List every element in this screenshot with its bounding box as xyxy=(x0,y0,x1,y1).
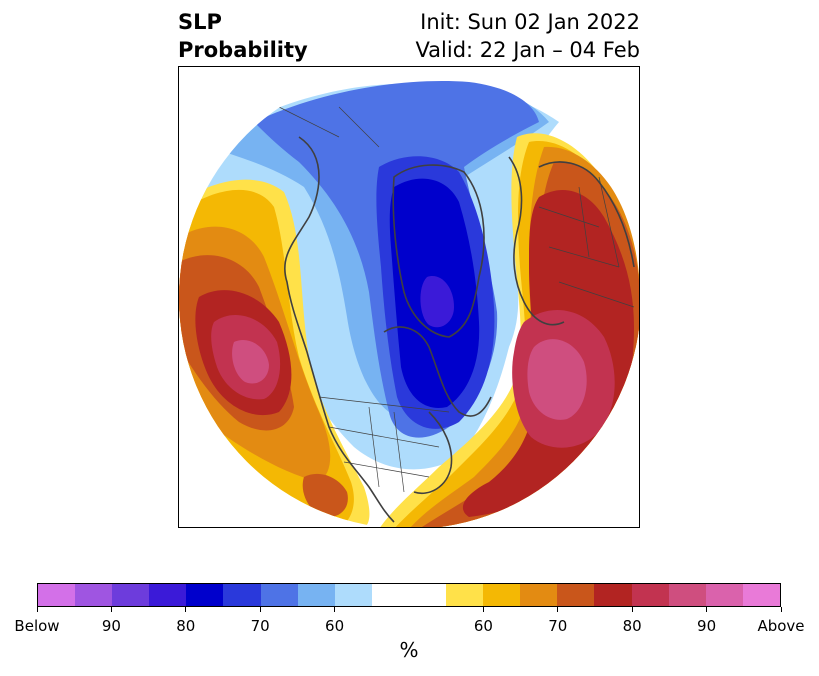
colorbar-unit-label: % xyxy=(399,638,419,662)
colorbar-tick-label: 70 xyxy=(250,617,270,635)
colorbar xyxy=(37,583,781,607)
above-85-west xyxy=(232,339,269,384)
probability-map xyxy=(179,67,639,527)
colorbar-segment xyxy=(483,584,521,606)
colorbar-tick-label: 90 xyxy=(101,617,121,635)
colorbar-segment xyxy=(520,584,558,606)
colorbar-tick-mark xyxy=(185,607,187,612)
colorbar-segment xyxy=(446,584,484,606)
colorbar-segment xyxy=(149,584,187,606)
colorbar-segment xyxy=(371,584,409,606)
colorbar-segment xyxy=(705,584,743,606)
colorbar-segment xyxy=(223,584,261,606)
colorbar-segment xyxy=(297,584,335,606)
title-product: Probability xyxy=(178,38,308,62)
title-variable: SLP xyxy=(178,10,222,34)
colorbar-tick-mark xyxy=(110,607,112,612)
above-85-east xyxy=(527,339,587,420)
colorbar-tick-label: 80 xyxy=(176,617,196,635)
colorbar-segment xyxy=(38,584,76,606)
colorbar-tick-label: 60 xyxy=(473,617,493,635)
colorbar-tick-label: Above xyxy=(757,617,805,635)
coastlines xyxy=(284,136,635,523)
colorbar-tick-mark xyxy=(259,607,261,612)
colorbar-tick-mark xyxy=(334,607,336,612)
colorbar-tick-mark xyxy=(706,607,708,612)
colorbar-segment xyxy=(186,584,224,606)
colorbar-tick-label: 60 xyxy=(325,617,345,635)
chart-title-left: SLP Probability xyxy=(178,8,308,64)
above-70-southwest xyxy=(302,473,348,518)
colorbar-tick-label: Below xyxy=(14,617,60,635)
country-borders xyxy=(278,106,635,493)
colorbar-tick-mark xyxy=(482,607,484,612)
colorbar-segment xyxy=(742,584,780,606)
colorbar-segment xyxy=(334,584,372,606)
colorbar-tick-label: 90 xyxy=(697,617,717,635)
colorbar-segment xyxy=(75,584,113,606)
colorbar-tick-label: 70 xyxy=(548,617,568,635)
colorbar-segment xyxy=(260,584,298,606)
colorbar-segment xyxy=(594,584,632,606)
colorbar-tick-mark xyxy=(780,607,782,612)
map-panel xyxy=(178,66,640,528)
colorbar-tick-mark xyxy=(631,607,633,612)
below-85-zone xyxy=(420,276,454,328)
chart-title-right: Init: Sun 02 Jan 2022 Valid: 22 Jan – 04… xyxy=(415,8,640,64)
colorbar-segment xyxy=(408,584,447,606)
valid-period: Valid: 22 Jan – 04 Feb xyxy=(415,38,640,62)
colorbar-segment xyxy=(557,584,595,606)
colorbar-tick-mark xyxy=(36,607,38,612)
colorbar-tick-mark xyxy=(557,607,559,612)
colorbar-segment xyxy=(112,584,150,606)
colorbar-segment xyxy=(668,584,706,606)
colorbar-tick-label: 80 xyxy=(622,617,642,635)
init-date: Init: Sun 02 Jan 2022 xyxy=(420,10,640,34)
colorbar-segment xyxy=(631,584,669,606)
